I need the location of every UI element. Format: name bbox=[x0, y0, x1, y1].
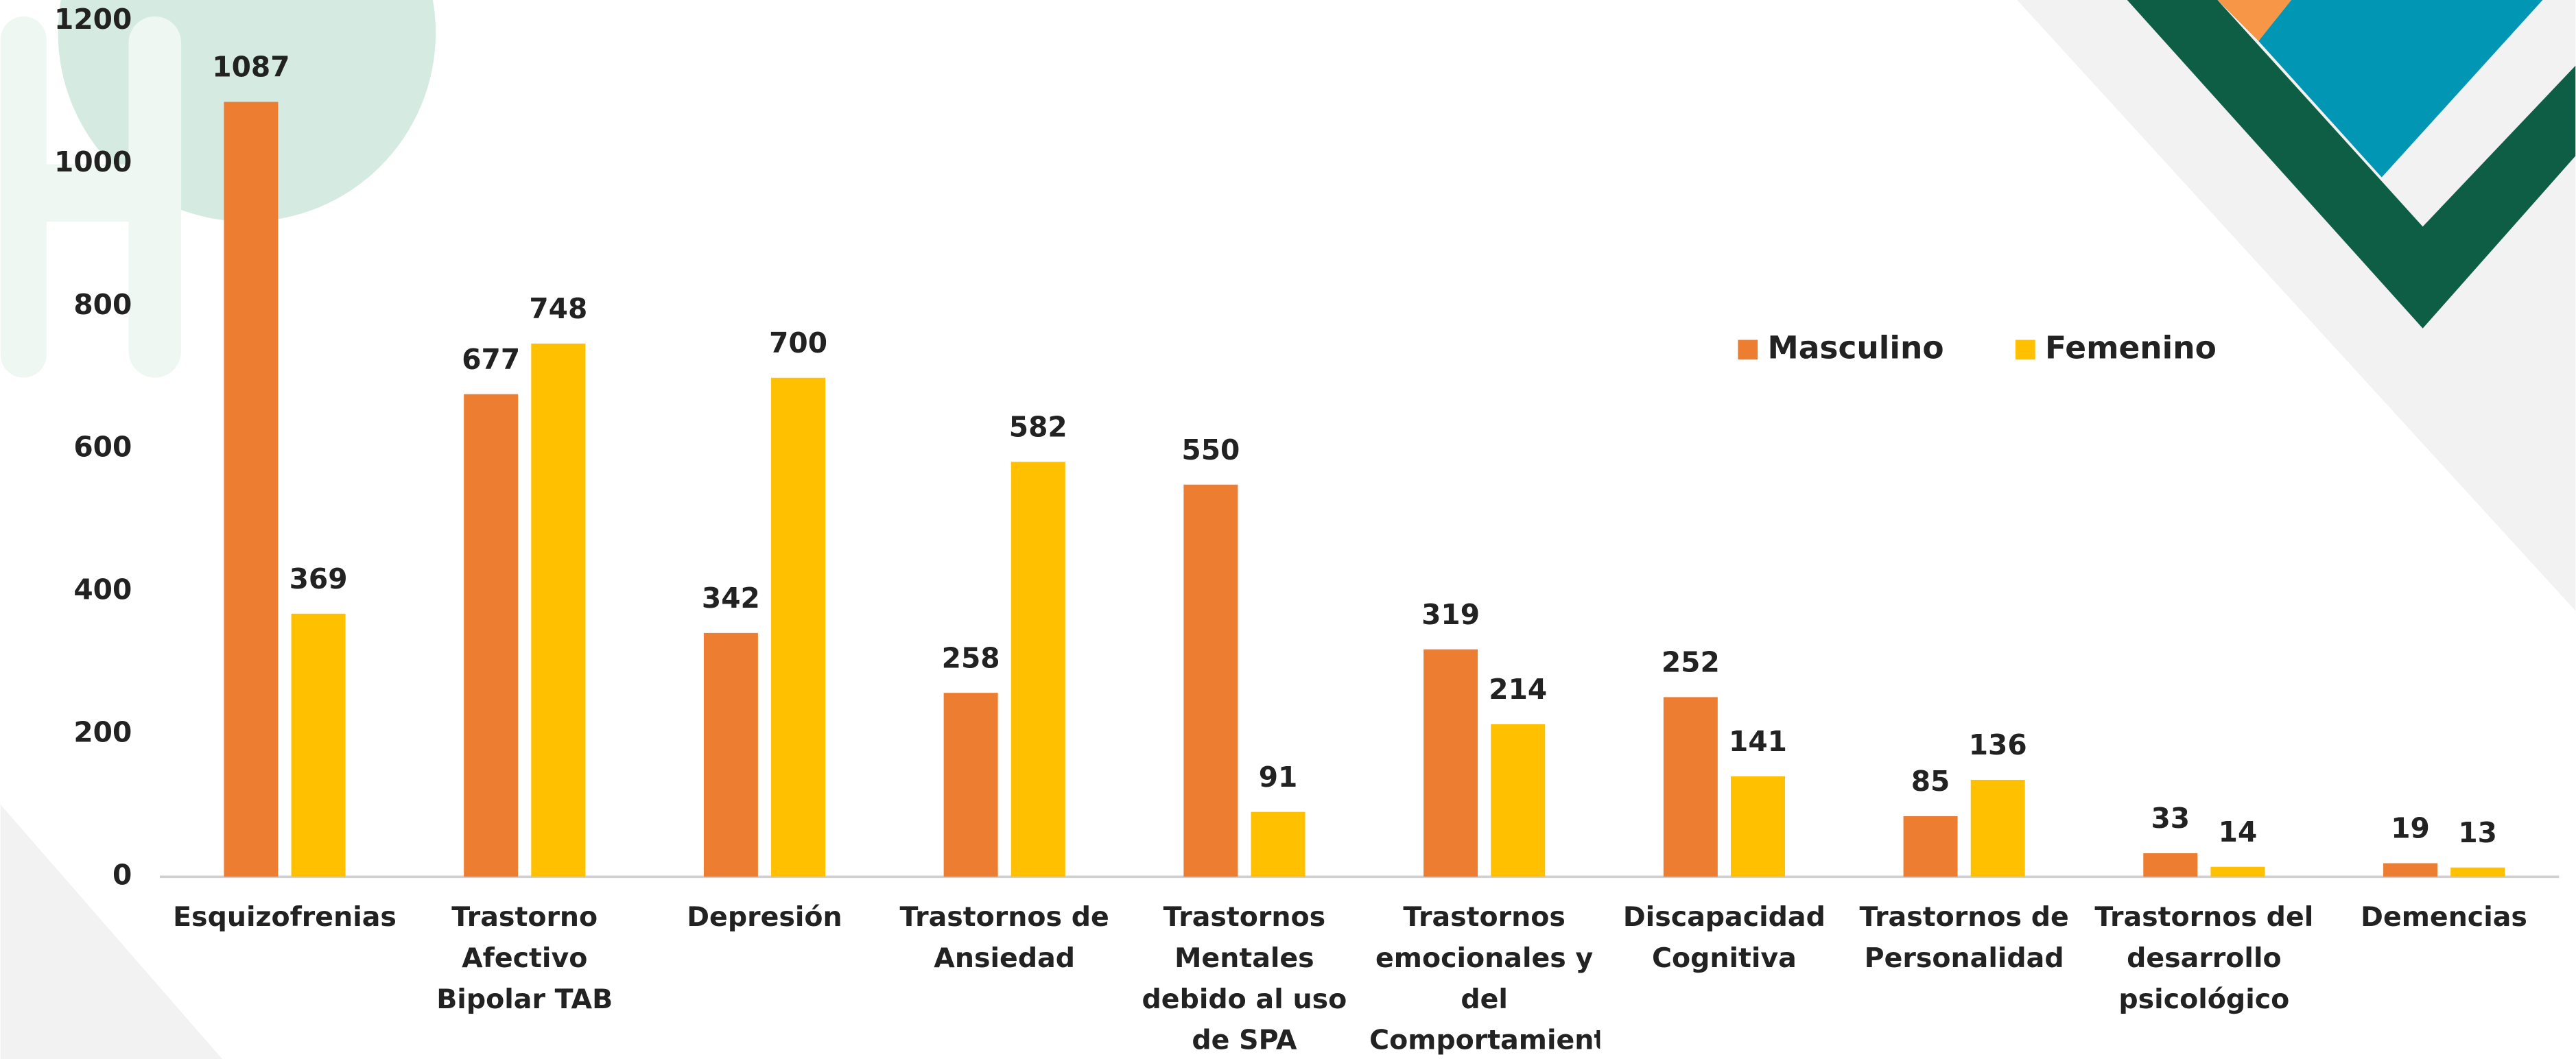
bar bbox=[703, 632, 758, 877]
bar bbox=[2383, 863, 2438, 877]
x-tick-label-box: Trastornos de Personalidad bbox=[1859, 901, 2069, 974]
data-label: 748 bbox=[529, 292, 587, 325]
y-tick-label: 400 bbox=[73, 573, 132, 606]
data-label: 342 bbox=[702, 582, 760, 615]
data-label: 258 bbox=[942, 641, 1000, 674]
data-label: 550 bbox=[1181, 433, 1240, 466]
data-label: 700 bbox=[769, 326, 827, 359]
x-tick-label: Demencias bbox=[2361, 901, 2527, 933]
x-tick-label: Trastornos del desarrollo psicológico bbox=[2094, 901, 2314, 1015]
x-tick-label: Discapacidad Cognitiva bbox=[1622, 901, 1825, 974]
x-tick-label-box: Trastornos emocionales y del Comportamie… bbox=[1369, 901, 1599, 1056]
x-tick-label: Trastornos de Ansiedad bbox=[899, 901, 1109, 974]
bar bbox=[1491, 724, 1546, 877]
y-tick-label: 1200 bbox=[54, 3, 132, 36]
x-tick-label: Esquizofrenias bbox=[173, 901, 397, 933]
legend-label: Femenino bbox=[2045, 329, 2217, 366]
data-label: 85 bbox=[1911, 765, 1950, 798]
bar bbox=[1663, 697, 1718, 877]
bar bbox=[464, 394, 519, 877]
legend-swatch bbox=[1738, 340, 1758, 360]
data-label: 369 bbox=[289, 562, 348, 595]
data-label: 91 bbox=[1259, 761, 1298, 794]
bar bbox=[1903, 816, 1958, 877]
x-tick-label-box: Discapacidad Cognitiva bbox=[1622, 901, 1825, 974]
bar bbox=[1251, 811, 1305, 877]
x-tick-label: Trastornos de Personalidad bbox=[1859, 901, 2069, 974]
x-tick-label-box: Trastornos del desarrollo psicológico bbox=[2094, 901, 2314, 1015]
y-tick-label: 600 bbox=[73, 431, 132, 464]
x-tick-label-box: Esquizofrenias bbox=[173, 901, 397, 933]
x-tick-label-box: Trastornos de Ansiedad bbox=[899, 901, 1109, 974]
data-label: 214 bbox=[1489, 673, 1547, 706]
y-tick-label: 0 bbox=[113, 858, 132, 891]
bar bbox=[224, 102, 279, 877]
x-tick-label-box: Depresión bbox=[687, 901, 842, 933]
data-label: 319 bbox=[1421, 598, 1480, 631]
x-tick-label: Trastorno Afectivo Bipolar TAB bbox=[436, 901, 613, 1015]
data-label: 1087 bbox=[212, 51, 289, 84]
data-label: 33 bbox=[2151, 802, 2190, 835]
bar bbox=[1423, 649, 1478, 877]
bar bbox=[2450, 867, 2505, 877]
x-tick-label: Depresión bbox=[687, 901, 842, 933]
data-label: 13 bbox=[2458, 816, 2497, 849]
x-tick-label-box: Trastornos Mentales debido al uso de SPA bbox=[1142, 901, 1347, 1056]
bar bbox=[771, 377, 826, 877]
x-tick-label-box: Trastorno Afectivo Bipolar TAB bbox=[436, 901, 613, 1015]
bar bbox=[1011, 462, 1065, 877]
data-label: 136 bbox=[1969, 728, 2027, 761]
data-label: 677 bbox=[462, 343, 520, 376]
data-label: 14 bbox=[2219, 816, 2258, 848]
legend-label: Masculino bbox=[1767, 329, 1943, 366]
bar bbox=[1730, 776, 1785, 877]
x-tick-label: Trastornos Mentales debido al uso de SPA bbox=[1142, 901, 1347, 1056]
bar bbox=[1970, 779, 2025, 877]
x-tick-label-box: Demencias bbox=[2361, 901, 2527, 933]
data-label: 141 bbox=[1729, 725, 1787, 758]
bar bbox=[2143, 853, 2198, 877]
legend-swatch bbox=[2015, 340, 2035, 360]
y-tick-label: 1000 bbox=[54, 145, 132, 178]
y-tick-label: 800 bbox=[73, 288, 132, 321]
x-tick-label: Trastornos emocionales y del Comportamie… bbox=[1369, 901, 1599, 1056]
bar bbox=[531, 343, 586, 877]
data-label: 19 bbox=[2391, 812, 2430, 845]
data-label: 582 bbox=[1009, 411, 1067, 444]
bar bbox=[291, 613, 346, 877]
bar bbox=[943, 693, 998, 877]
data-label: 252 bbox=[1662, 646, 1720, 679]
bar bbox=[2210, 866, 2265, 877]
bar bbox=[1183, 484, 1238, 877]
y-tick-label: 200 bbox=[73, 715, 132, 748]
